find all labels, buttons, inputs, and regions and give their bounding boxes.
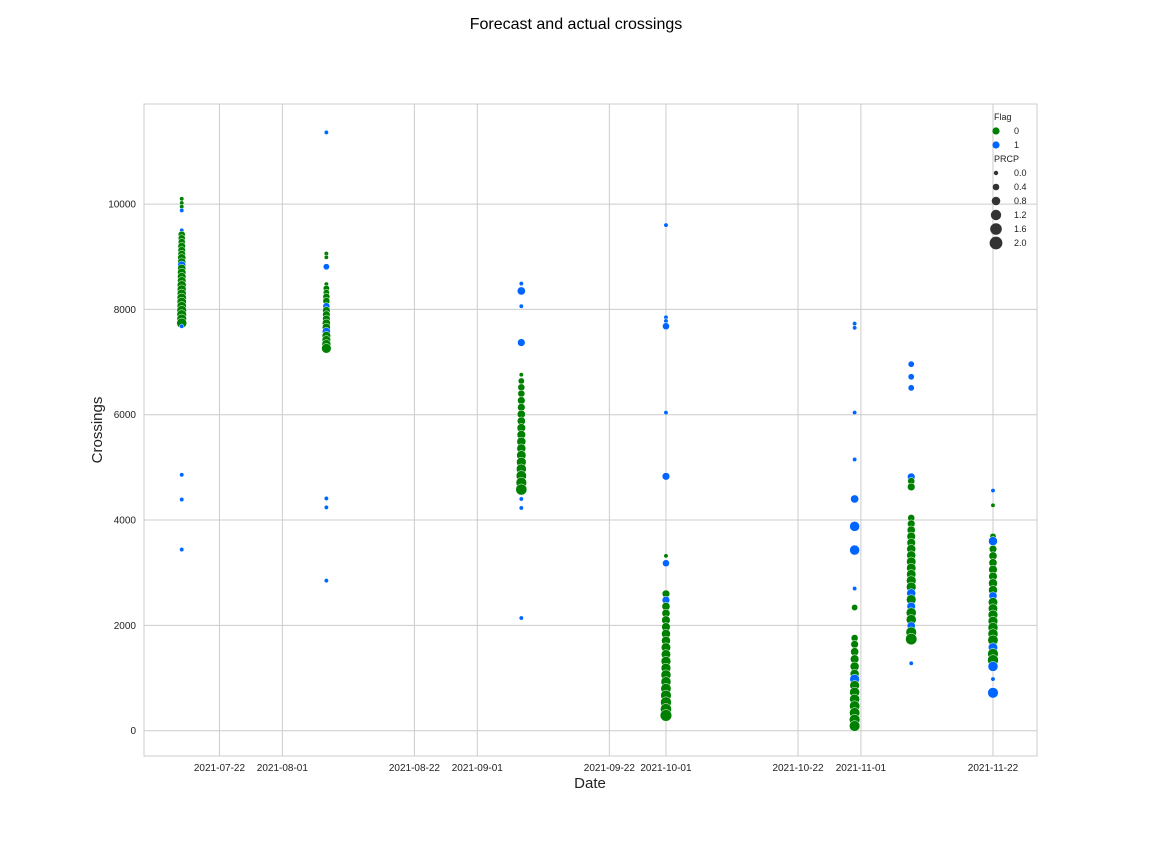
data-point [849, 544, 860, 556]
data-point [990, 676, 996, 682]
data-point [849, 521, 860, 532]
x-tick-label: 2021-11-01 [836, 763, 887, 774]
x-tick-label: 2021-08-22 [389, 763, 441, 774]
data-point [179, 497, 185, 502]
data-point [908, 660, 914, 666]
data-point [988, 536, 998, 546]
x-tick-label: 2021-07-22 [194, 763, 246, 774]
data-point [990, 502, 996, 508]
data-point [663, 222, 669, 228]
data-point [179, 547, 185, 553]
data-point [852, 410, 858, 416]
x-ticks: 2021-07-22 2021-08-01 2021-08-22 2021-09-01… [194, 763, 1019, 774]
data-point [517, 383, 526, 392]
data-point [907, 360, 915, 368]
grid [144, 104, 1037, 756]
data-point [907, 384, 915, 392]
y-tick-label: 4000 [114, 516, 137, 527]
legend-size-marker-4 [990, 223, 1002, 235]
legend-hue-label-0: 0 [1014, 126, 1019, 136]
legend-size-label-5: 2.0 [1014, 238, 1027, 248]
data-point [662, 322, 670, 331]
legend: Flag 0 1 PRCP 0.0 0.4 0.8 1.2 1.6 2.0 [989, 112, 1027, 250]
data-point [852, 457, 858, 462]
x-tick-label: 2021-10-22 [772, 763, 824, 774]
legend-size-marker-3 [990, 209, 1002, 221]
y-tick-label: 8000 [114, 305, 137, 316]
data-point [323, 129, 329, 135]
data-point [852, 321, 858, 327]
data-point [516, 286, 526, 296]
data-point [907, 373, 915, 381]
data-point [659, 709, 673, 722]
data-points [176, 129, 999, 732]
data-point [987, 687, 999, 699]
legend-hue-marker-0 [992, 127, 1000, 135]
legend-size-marker-1 [992, 183, 1000, 191]
data-point [850, 640, 859, 649]
data-point [322, 263, 330, 271]
x-tick-label: 2021-09-22 [584, 763, 636, 774]
data-point [517, 396, 526, 405]
y-tick-label: 6000 [114, 410, 137, 421]
data-point [662, 559, 670, 568]
legend-size-label-1: 0.4 [1014, 182, 1027, 192]
data-point [517, 389, 526, 398]
data-point [661, 472, 671, 481]
data-point [323, 254, 329, 260]
data-point [852, 325, 858, 331]
data-point [321, 343, 332, 354]
data-point [518, 615, 524, 621]
data-point [518, 496, 524, 502]
data-point [517, 338, 526, 347]
y-ticks: 0 2000 4000 6000 8000 10000 [108, 200, 136, 738]
plot-frame [143, 103, 1038, 757]
chart-title: Forecast and actual crossings [470, 16, 683, 33]
data-point [987, 661, 999, 672]
legend-size-label-2: 0.8 [1014, 196, 1027, 206]
y-tick-label: 2000 [114, 621, 137, 632]
data-point [852, 586, 858, 591]
legend-size-title: PRCP [994, 154, 1019, 164]
data-point [851, 604, 859, 611]
legend-size-label-4: 1.6 [1014, 224, 1027, 234]
data-point [323, 496, 329, 501]
y-tick-label: 0 [130, 726, 136, 737]
data-point [518, 372, 524, 378]
data-point [663, 410, 669, 416]
y-tick-label: 10000 [108, 200, 136, 211]
legend-size-marker-5 [989, 236, 1003, 250]
data-point [323, 578, 329, 584]
legend-size-marker-0 [993, 170, 999, 176]
x-axis-label: Date [574, 775, 606, 792]
data-point [179, 196, 185, 202]
data-point [179, 207, 185, 213]
data-point [518, 281, 524, 287]
data-point [517, 377, 525, 385]
data-point [515, 483, 528, 496]
legend-hue-marker-1 [992, 141, 1000, 149]
data-point [179, 472, 185, 478]
x-tick-label: 2021-11-22 [968, 763, 1019, 774]
x-tick-label: 2021-08-01 [257, 763, 309, 774]
legend-size-label-3: 1.2 [1014, 210, 1027, 220]
data-point [849, 720, 861, 732]
legend-hue-title: Flag [994, 112, 1012, 122]
data-point [663, 553, 669, 559]
data-point [179, 323, 185, 329]
data-point [990, 488, 996, 494]
x-tick-label: 2021-09-01 [452, 763, 504, 774]
data-point [907, 482, 916, 491]
legend-hue-label-1: 1 [1014, 140, 1019, 150]
y-axis-label: Crossings [89, 397, 106, 464]
data-point [518, 505, 524, 511]
data-point [850, 494, 859, 504]
data-point [323, 504, 329, 510]
data-point [518, 303, 524, 309]
x-tick-label: 2021-10-01 [640, 763, 692, 774]
data-point [905, 633, 918, 646]
legend-size-marker-2 [991, 196, 1001, 206]
legend-size-label-0: 0.0 [1014, 168, 1027, 178]
